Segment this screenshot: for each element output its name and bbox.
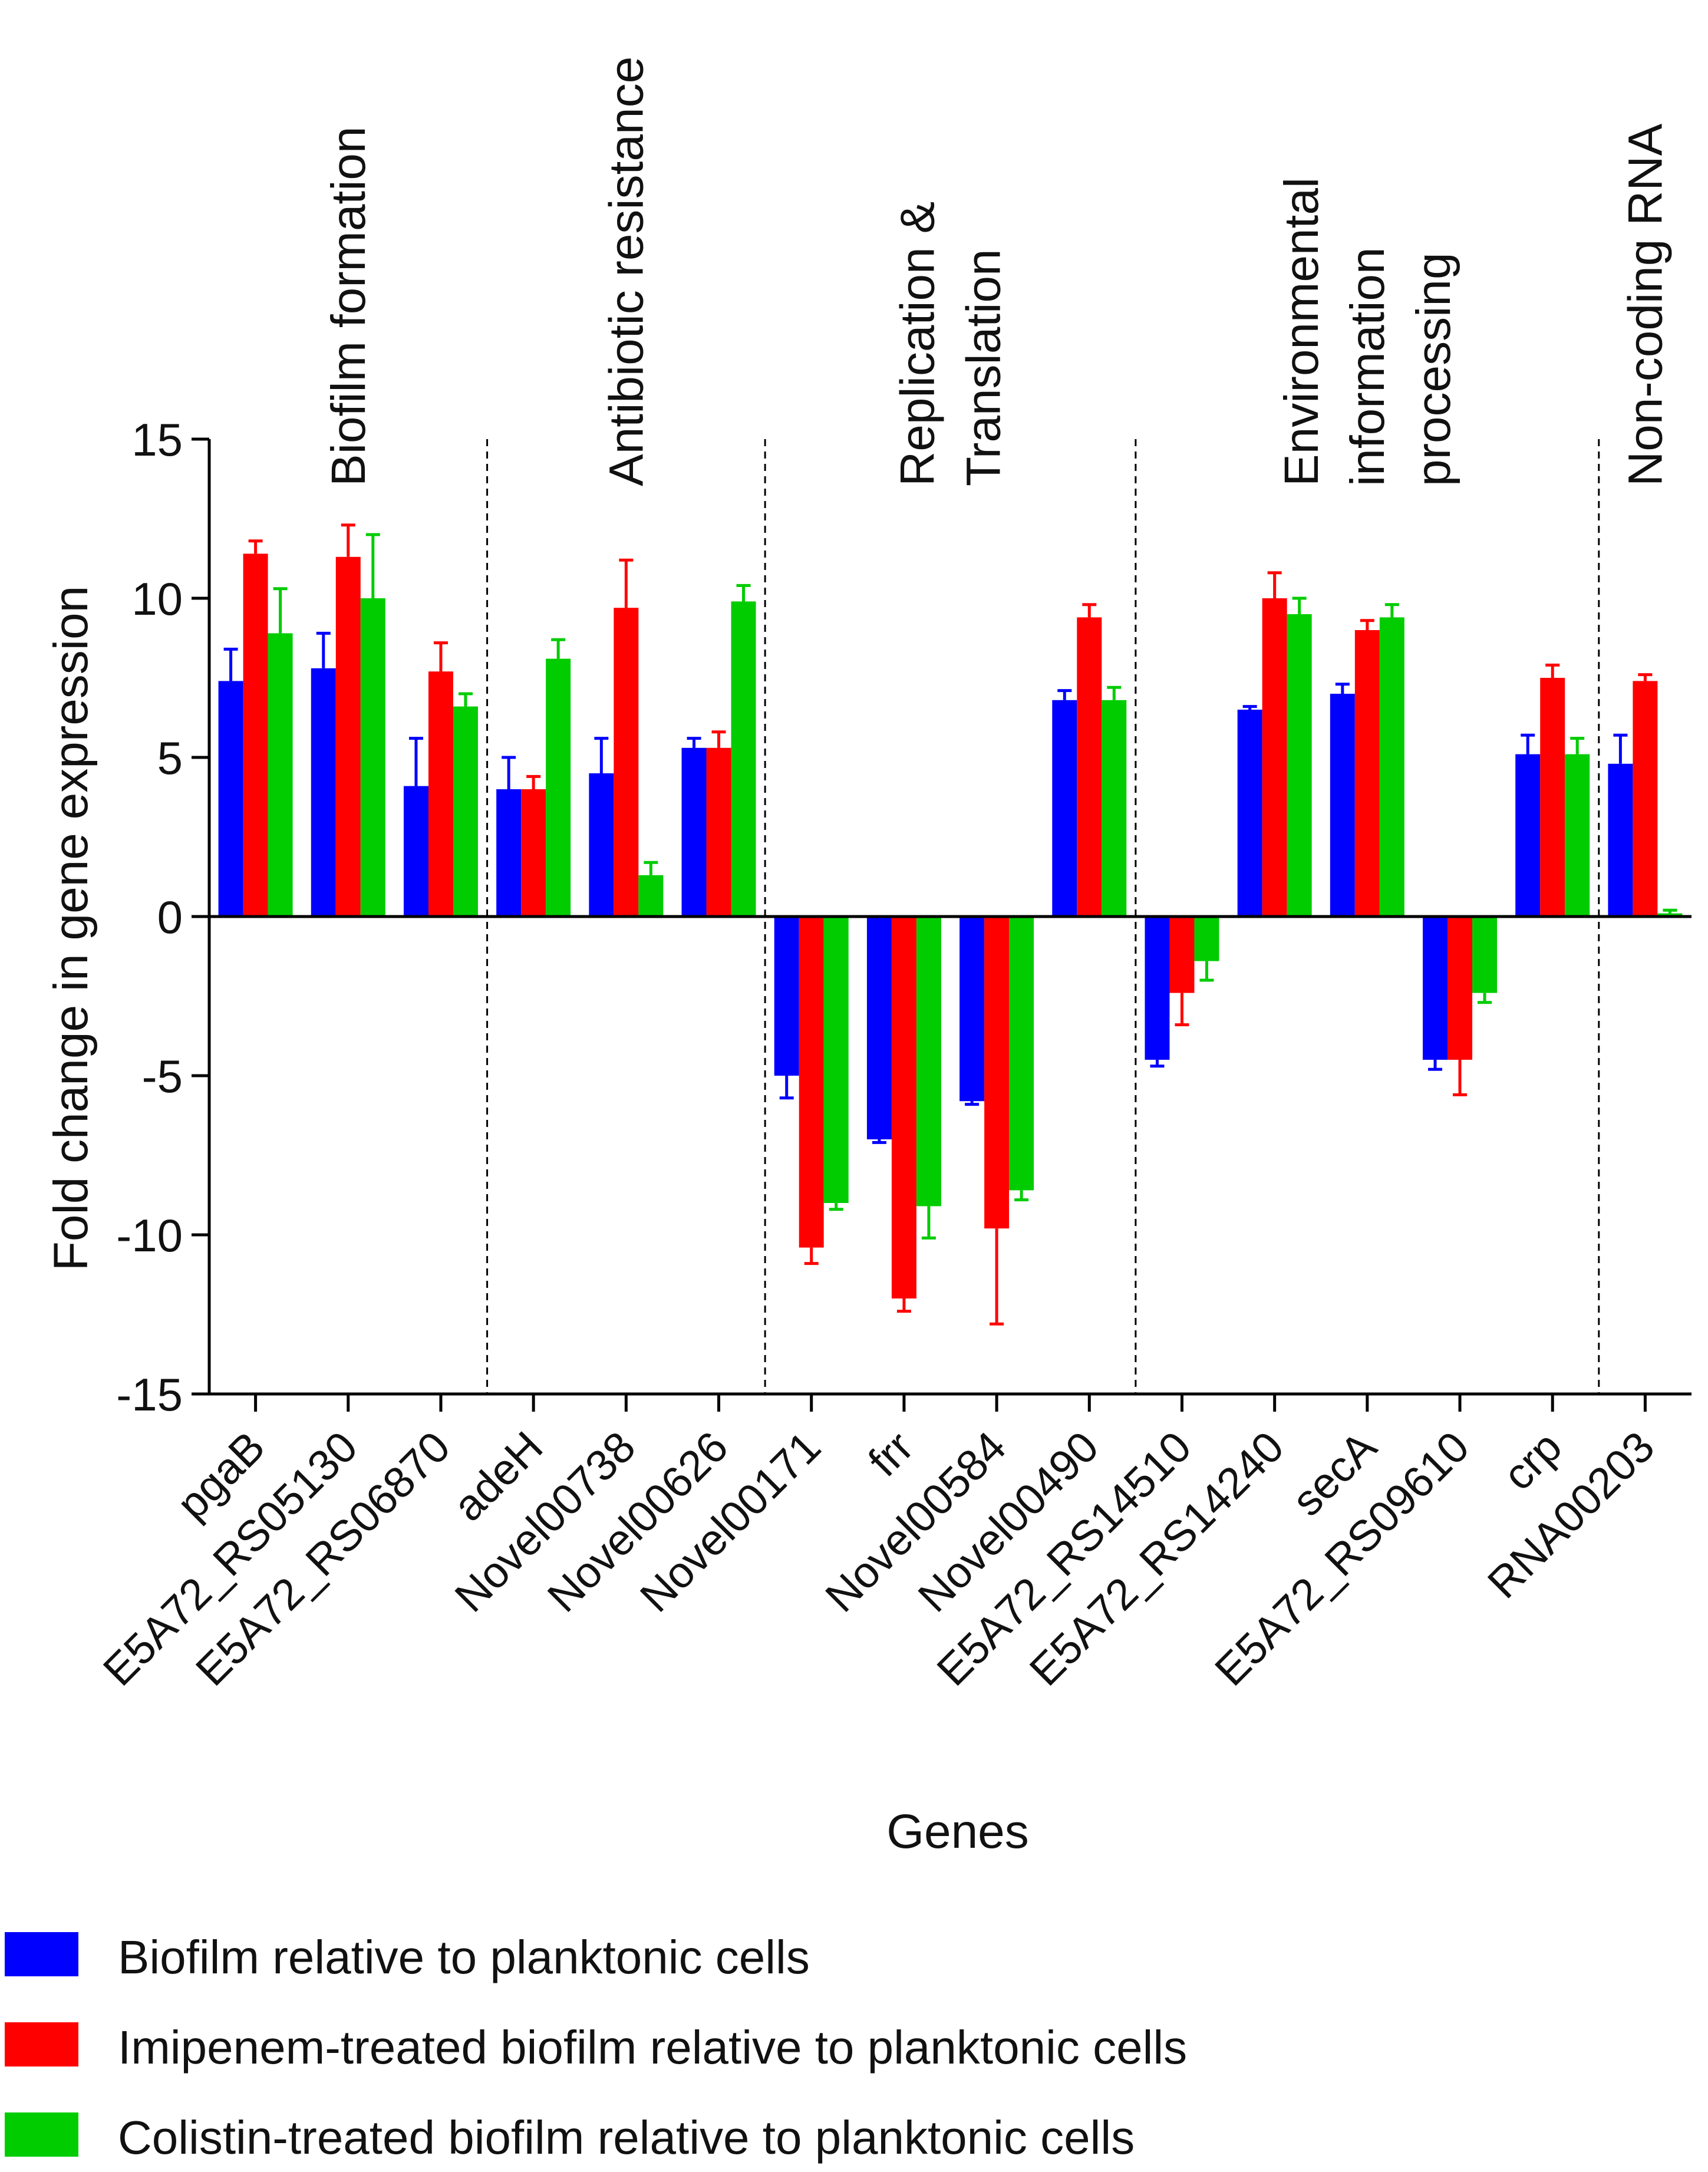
bar-frr-series-3 — [916, 917, 941, 1207]
bar-E5A72_RS09610-series-1 — [1423, 917, 1448, 1060]
bar-adeH-series-2 — [521, 789, 546, 917]
bar-Novel00490-series-3 — [1102, 700, 1127, 917]
bar-E5A72_RS05130-series-3 — [360, 598, 385, 917]
bar-E5A72_RS09610-series-2 — [1447, 917, 1473, 1060]
x-axis-ticks: pgaBE5A72_RS05130E5A72_RS06870adeHNovel0… — [94, 1394, 1664, 1695]
group-label: Non-coding RNA — [1618, 123, 1672, 486]
bar-Novel00490-series-2 — [1077, 617, 1102, 917]
group-label: Environmental — [1275, 177, 1328, 486]
bar-E5A72_RS05130-series-1 — [311, 668, 336, 917]
group-label: Replication & — [891, 202, 945, 486]
y-tick-label: -15 — [116, 1369, 183, 1420]
bar-E5A72_RS06870-series-2 — [428, 671, 453, 917]
bar-RNA00203-series-1 — [1608, 763, 1633, 917]
y-tick-label: 10 — [131, 573, 183, 625]
bar-secA-series-3 — [1379, 617, 1404, 917]
bar-frr-series-2 — [891, 917, 916, 1298]
legend-label-series-1: Biofilm relative to planktonic cells — [118, 1931, 810, 1983]
bar-E5A72_RS05130-series-2 — [335, 556, 361, 917]
y-tick-label: -5 — [142, 1050, 183, 1102]
group-label: information — [1341, 247, 1394, 486]
legend: Biofilm relative to planktonic cells Imip… — [5, 1931, 1187, 2164]
bar-Novel00626-series-1 — [681, 747, 707, 917]
bar-frr-series-1 — [866, 917, 892, 1139]
group-label: processing — [1407, 252, 1460, 486]
legend-label-series-3: Colistin-treated biofilm relative to pla… — [118, 2111, 1135, 2164]
y-axis-label: Fold change in gene expression — [44, 586, 98, 1271]
bar-Novel00171-series-2 — [799, 917, 824, 1248]
bar-Novel00738-series-2 — [614, 608, 639, 917]
bar-adeH-series-1 — [496, 789, 522, 917]
legend-swatch-series-3 — [5, 2112, 78, 2157]
bar-Novel00584-series-3 — [1009, 917, 1034, 1191]
x-axis-label: Genes — [886, 1805, 1029, 1858]
bar-Novel00738-series-1 — [589, 773, 614, 917]
bar-crp-series-3 — [1565, 754, 1590, 917]
group-label: Translation — [957, 249, 1011, 486]
bar-E5A72_RS14510-series-3 — [1194, 917, 1219, 961]
bar-Novel00171-series-1 — [774, 917, 799, 1076]
bar-crp-series-1 — [1515, 754, 1541, 917]
group-labels: Biofilm formation Antibiotic resistance Re… — [322, 57, 1673, 486]
bar-pgaB-series-3 — [268, 633, 293, 917]
bar-pgaB-series-2 — [243, 553, 268, 917]
bar-Novel00490-series-1 — [1052, 700, 1077, 917]
bar-E5A72_RS14240-series-1 — [1237, 710, 1262, 917]
axes-layer — [207, 439, 1691, 1396]
y-tick-label: 5 — [157, 732, 183, 784]
bar-E5A72_RS14240-series-3 — [1287, 614, 1312, 917]
bar-Novel00626-series-3 — [731, 601, 756, 917]
x-tick-label: RNA00203 — [1478, 1422, 1664, 1608]
bar-E5A72_RS14510-series-1 — [1145, 917, 1170, 1060]
x-tick-label: crp — [1493, 1422, 1571, 1499]
bar-Novel00584-series-1 — [959, 917, 985, 1102]
group-label: Antibiotic resistance — [599, 57, 653, 486]
bars-layer — [218, 523, 1683, 1326]
bar-secA-series-1 — [1330, 694, 1355, 917]
y-tick-label: 15 — [131, 414, 183, 466]
y-tick-label: -10 — [116, 1209, 183, 1261]
bar-E5A72_RS14240-series-2 — [1262, 598, 1287, 917]
y-tick-label: 0 — [157, 891, 183, 943]
bar-RNA00203-series-2 — [1633, 681, 1658, 917]
legend-swatch-series-1 — [5, 1932, 78, 1976]
x-tick-label: frr — [859, 1422, 922, 1486]
bar-Novel00584-series-2 — [984, 917, 1010, 1229]
bar-E5A72_RS14510-series-2 — [1169, 917, 1195, 993]
bar-E5A72_RS06870-series-3 — [453, 706, 478, 917]
bar-Novel00738-series-3 — [638, 875, 664, 917]
bar-RNA00203-series-3 — [1657, 913, 1683, 917]
bar-pgaB-series-1 — [218, 681, 243, 917]
bar-E5A72_RS06870-series-1 — [403, 786, 428, 917]
bar-Novel00626-series-2 — [706, 747, 731, 917]
bar-E5A72_RS09610-series-3 — [1472, 917, 1498, 993]
bar-adeH-series-3 — [546, 658, 571, 917]
legend-swatch-series-2 — [5, 2022, 78, 2066]
legend-label-series-2: Imipenem-treated biofilm relative to pla… — [118, 2021, 1187, 2074]
bar-crp-series-2 — [1540, 678, 1565, 917]
bar-secA-series-2 — [1354, 630, 1380, 917]
group-label: Biofilm formation — [322, 126, 375, 486]
bar-Novel00171-series-3 — [823, 917, 849, 1203]
y-axis-ticks: 15 10 5 0 -5 -10 -15 — [116, 414, 209, 1420]
